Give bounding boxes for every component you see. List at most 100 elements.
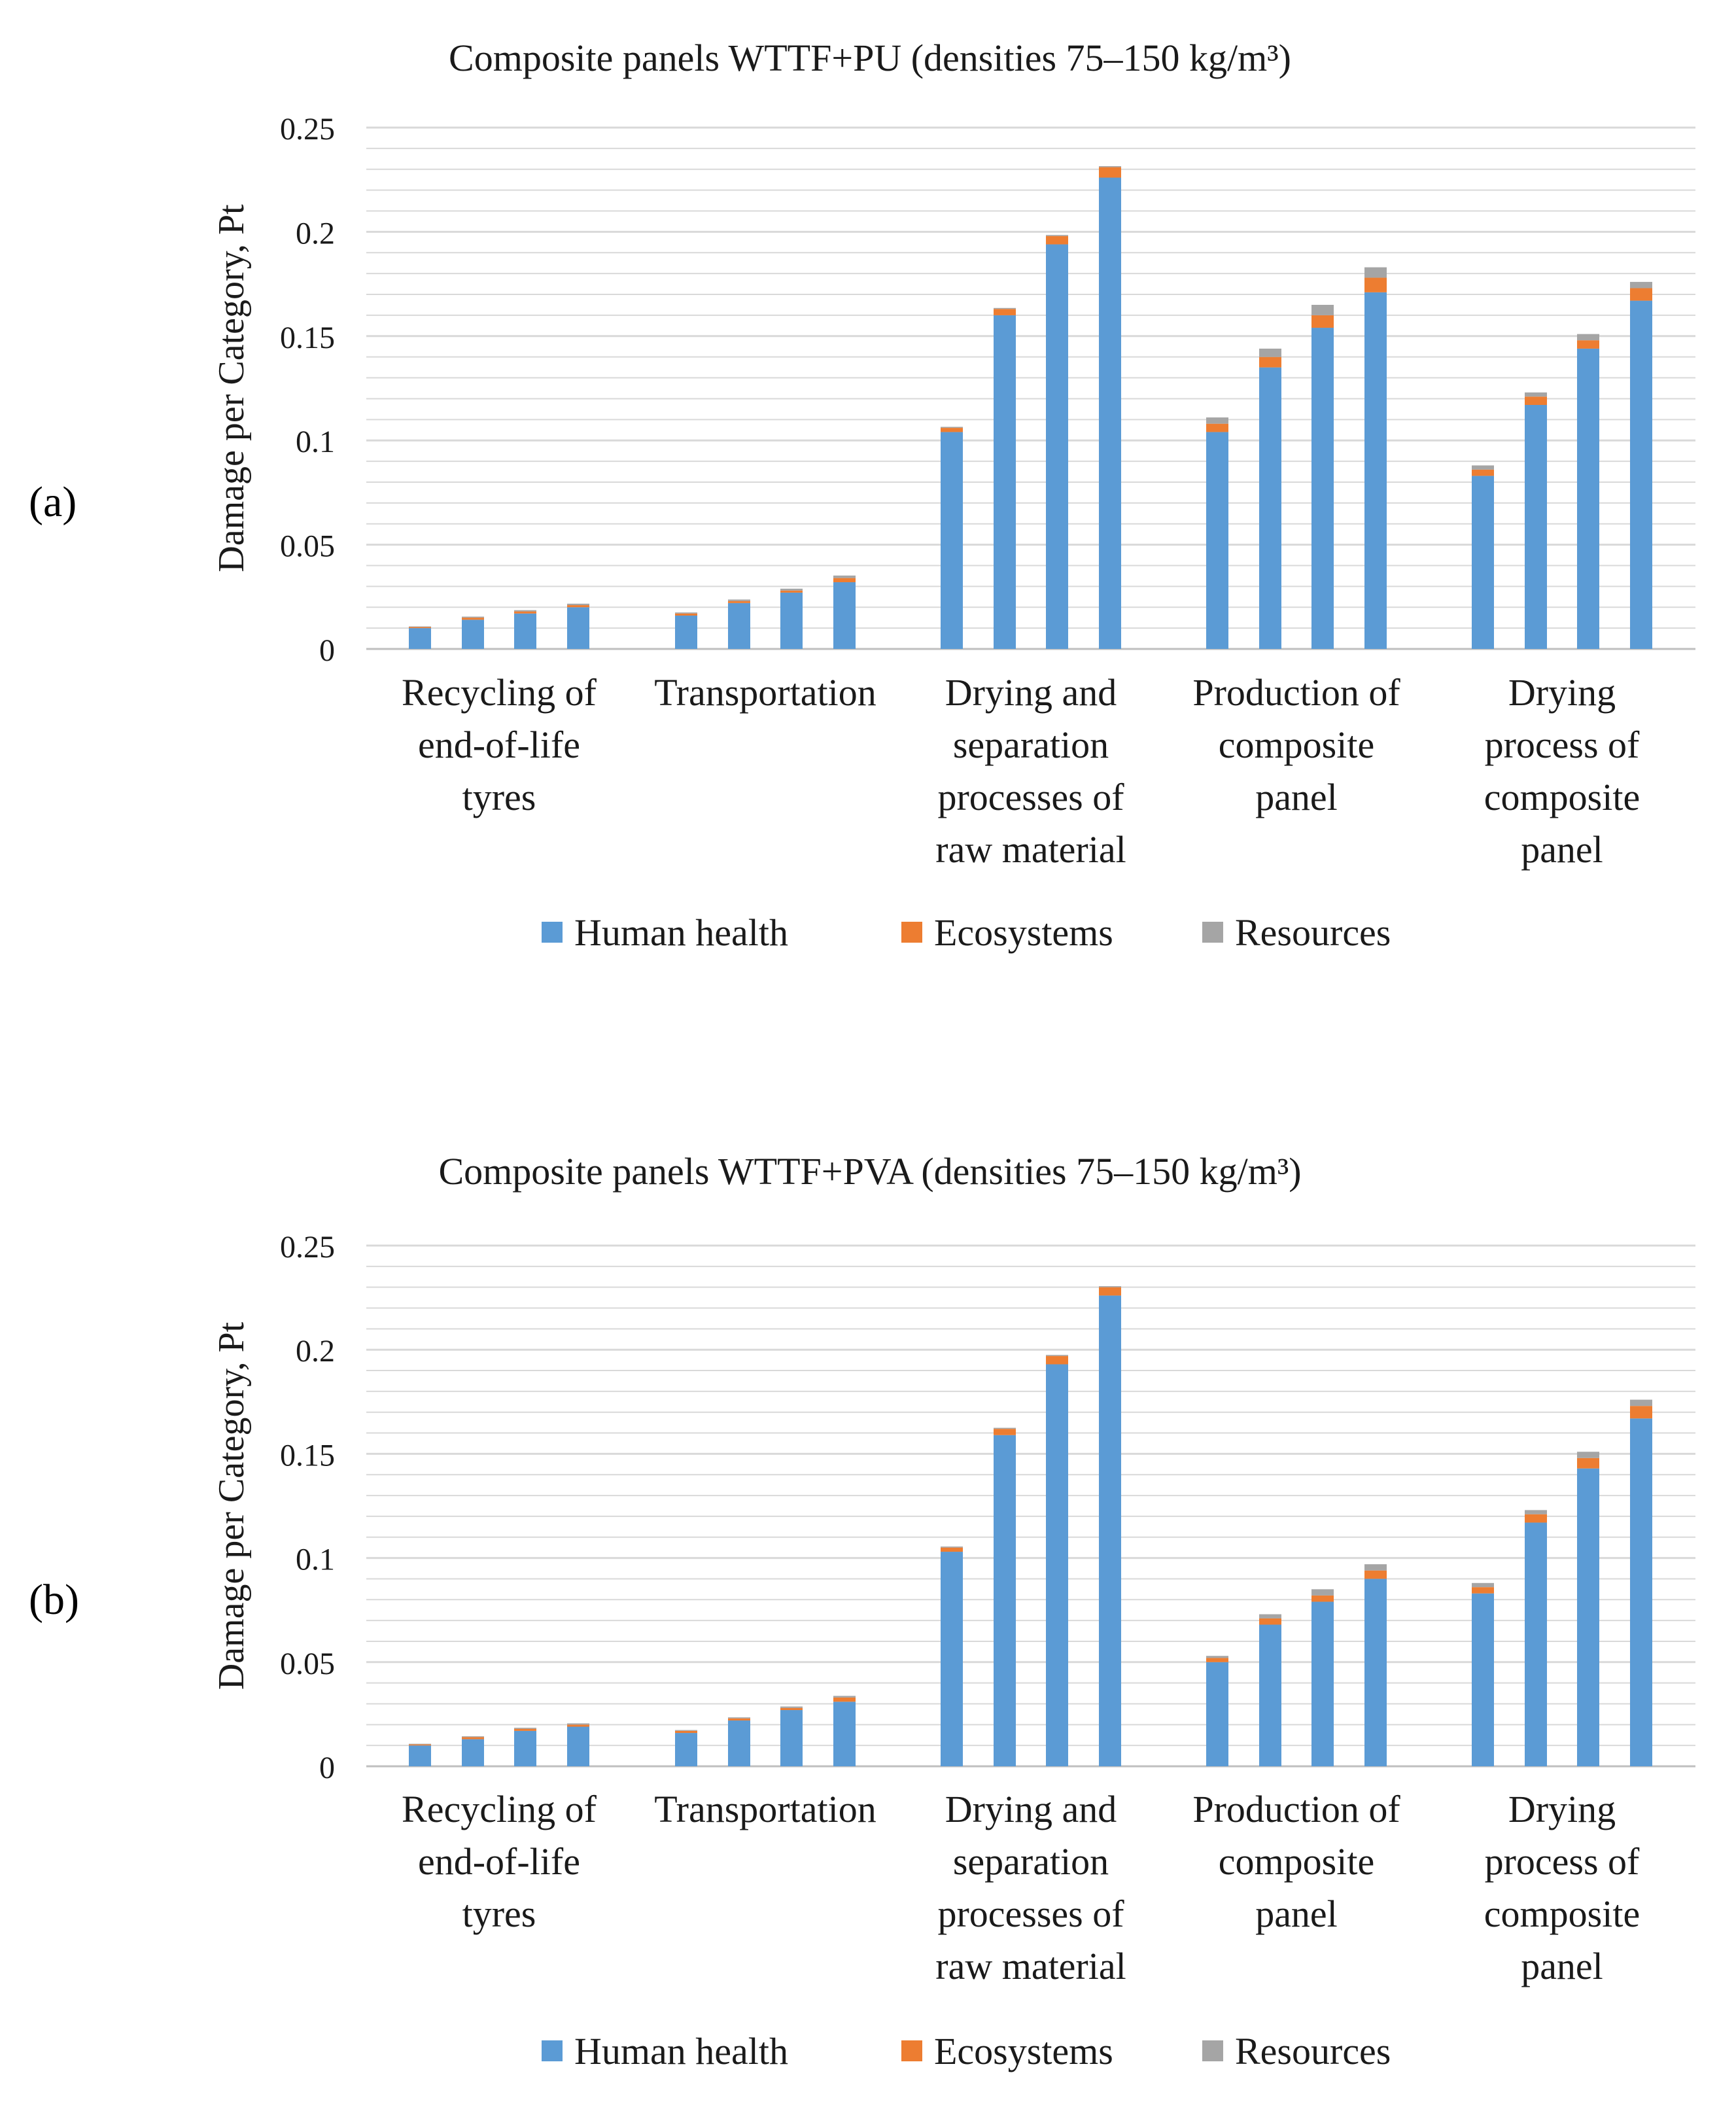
category-label-line: panel [1521, 828, 1603, 871]
category-label-line: raw material [935, 1945, 1126, 1987]
bar-ecosystems [1577, 340, 1599, 349]
bar-resources [1577, 334, 1599, 341]
bar-resources [994, 1427, 1016, 1429]
bar-resources [1364, 1564, 1387, 1571]
bar-resources [1046, 235, 1068, 236]
bar-human-health [994, 315, 1016, 649]
category-label-line: composite [1219, 1840, 1374, 1883]
category-label-line: Transportation [654, 671, 876, 714]
category-label-line: panel [1255, 1893, 1338, 1935]
bar-human-health [409, 628, 431, 649]
category-label-line: Drying and [945, 1788, 1117, 1830]
bar-human-health [1577, 1468, 1599, 1766]
bar-human-health [1046, 244, 1068, 649]
bar-human-health [514, 613, 536, 649]
bar-ecosystems [1046, 236, 1068, 245]
bar-human-health [994, 1435, 1016, 1766]
bar-resources [409, 1743, 431, 1745]
bar-human-health [1259, 1624, 1281, 1766]
bar-human-health [833, 582, 856, 649]
category-label: Drying and separation processes of raw mate… [935, 671, 1126, 871]
bar-human-health [567, 1726, 589, 1766]
bar-ecosystems [941, 1547, 963, 1552]
category-label-line: separation [953, 724, 1109, 766]
category-label-line: end-of-life [418, 724, 580, 766]
category-label-line: Drying [1508, 1788, 1616, 1830]
bar-resources [833, 575, 856, 578]
bar-resources [728, 599, 750, 601]
bar-resources [941, 1546, 963, 1548]
bar-resources [1259, 1614, 1281, 1618]
bar-resources [941, 427, 963, 428]
bar-human-health [941, 1552, 963, 1766]
bar-ecosystems [728, 1718, 750, 1720]
bar-human-health [728, 1720, 750, 1766]
bar-resources [1472, 465, 1494, 470]
category-label: Production of composite panel [1192, 1788, 1400, 1935]
bar-human-health [1525, 405, 1547, 649]
chart-title: Composite panels WTTF+PVA (densities 75–… [438, 1150, 1301, 1193]
category-label-line: panel [1521, 1945, 1603, 1987]
bar-ecosystems [1364, 1570, 1387, 1579]
y-tick-label: 0.2 [296, 1334, 335, 1369]
category-label-line: composite [1484, 1893, 1640, 1935]
bar-resources [1364, 267, 1387, 278]
bar-human-health [1364, 1579, 1387, 1766]
bar-ecosystems [1099, 167, 1121, 178]
category-label-line: tyres [462, 1893, 536, 1935]
bar-ecosystems [1311, 1595, 1334, 1602]
y-tick-label: 0.05 [280, 529, 335, 564]
y-axis-label: Damage per Category, Pt [211, 1321, 252, 1690]
bar-ecosystems [994, 1429, 1016, 1435]
bar-human-health [409, 1745, 431, 1766]
y-tick-label: 0.1 [296, 1543, 335, 1577]
y-tick-label: 0.15 [280, 1438, 335, 1473]
bar-resources [1206, 417, 1228, 424]
bar-ecosystems [1577, 1458, 1599, 1469]
bar-ecosystems [409, 1744, 431, 1746]
bar-ecosystems [514, 1728, 536, 1731]
category-label: Recycling of end-of-life tyres [402, 671, 597, 818]
bar-resources [1099, 1286, 1121, 1287]
legend-label: Resources [1235, 911, 1391, 954]
bar-resources [514, 1728, 536, 1729]
bar-resources [780, 588, 803, 591]
bar-ecosystems [567, 605, 589, 608]
bar-resources [567, 603, 589, 606]
bar-ecosystems [780, 590, 803, 593]
bar-human-health [1472, 476, 1494, 649]
category-label-line: processes of [937, 776, 1124, 818]
y-tick-label: 0.2 [296, 216, 335, 251]
bar-ecosystems [1630, 1406, 1652, 1419]
bar-ecosystems [780, 1707, 803, 1711]
bar-ecosystems [833, 1697, 856, 1702]
bar-ecosystems [1364, 277, 1387, 292]
bar-ecosystems [1046, 1355, 1068, 1365]
bar-resources [1577, 1452, 1599, 1458]
category-label: Drying process of composite panel [1484, 671, 1640, 871]
bar-resources [728, 1717, 750, 1719]
bar-ecosystems [1472, 469, 1494, 476]
y-tick-label: 0.05 [280, 1647, 335, 1681]
legend-label: Human health [574, 2030, 788, 2072]
category-label-line: panel [1255, 776, 1338, 818]
category-label-line: composite [1219, 724, 1374, 766]
bar-human-health [1206, 432, 1228, 649]
bar-resources [462, 1736, 484, 1738]
bar-human-health [1099, 1295, 1121, 1766]
bar-human-health [567, 607, 589, 649]
category-label: Drying and separation processes of raw mate… [935, 1788, 1126, 1987]
bar-ecosystems [462, 618, 484, 620]
category-label: Transportation [654, 1788, 876, 1830]
category-label: Recycling of end-of-life tyres [402, 1788, 597, 1935]
legend-label: Ecosystems [934, 911, 1113, 954]
category-label-line: Drying [1508, 671, 1616, 714]
bar-resources [994, 307, 1016, 309]
legend-swatch [542, 922, 563, 943]
y-tick-label: 0.1 [296, 425, 335, 459]
bar-ecosystems [941, 428, 963, 432]
category-label-line: Transportation [654, 1788, 876, 1830]
bar-ecosystems [1525, 396, 1547, 406]
bar-human-health [1577, 348, 1599, 649]
